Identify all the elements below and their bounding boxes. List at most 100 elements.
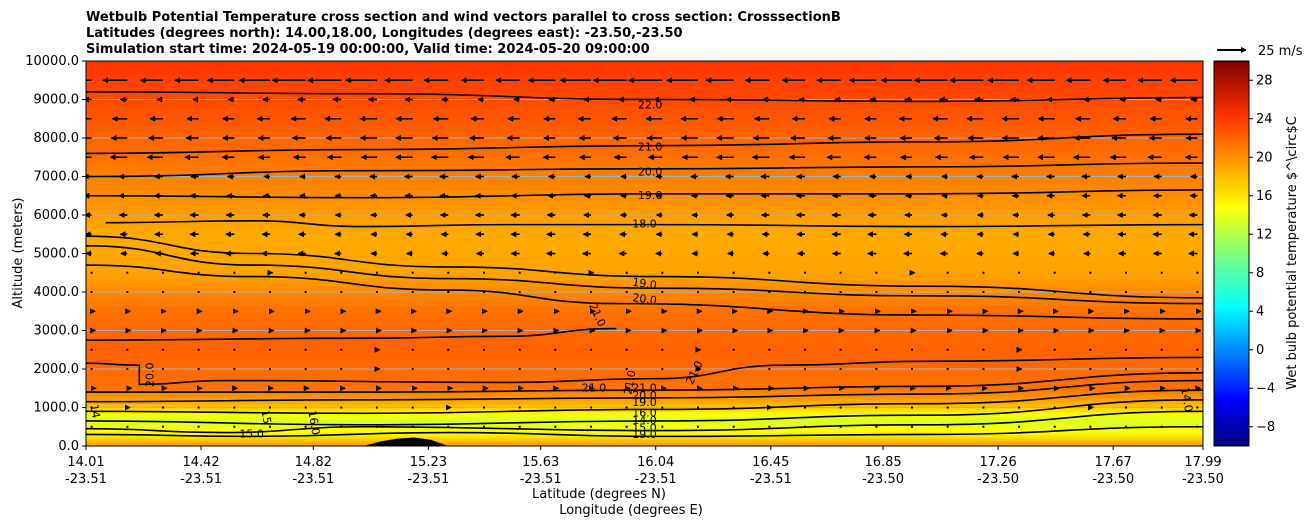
field-band: [86, 118, 1203, 126]
wind-vector: [1053, 348, 1056, 351]
y-tick-label: 8000.0: [34, 131, 80, 146]
y-tick-label: 6000.0: [34, 208, 80, 223]
wind-vector: [447, 368, 450, 370]
field-band: [86, 444, 1203, 446]
wind-vector: [768, 368, 771, 370]
wind-vector: [447, 291, 450, 293]
field-band: [86, 215, 1203, 223]
wind-vector: [625, 271, 628, 274]
field-band: [86, 112, 1203, 120]
colorbar-tick-label: −8: [1256, 420, 1275, 435]
wind-vector: [804, 406, 807, 409]
wind-vector: [661, 425, 664, 428]
field-band: [86, 298, 1203, 306]
wind-vector: [732, 271, 735, 274]
wind-vector: [875, 368, 878, 370]
wind-vector: [1125, 271, 1128, 274]
contour-line: [105, 219, 1203, 228]
x-axis-label-longitude: Longitude (degrees E): [559, 503, 703, 518]
wind-vector: [946, 368, 949, 370]
wind-vector: [697, 291, 700, 293]
wind-vector: [732, 368, 735, 370]
wind-vectors: [86, 77, 1202, 428]
contour-label: 20.0: [632, 389, 657, 402]
x-tick-label-lat: 17.26: [980, 455, 1017, 470]
field-band: [86, 416, 1203, 420]
field-band: [86, 163, 1203, 171]
wind-vector: [161, 291, 164, 293]
contour-label: 18.0: [632, 218, 657, 231]
wind-vector: [839, 291, 842, 293]
wind-vector: [1196, 271, 1199, 274]
wind-vector: [875, 348, 878, 351]
x-tick-label-lat: 17.67: [1095, 455, 1132, 470]
wind-vector: [340, 406, 343, 409]
wind-vector: [518, 291, 521, 293]
field-band: [86, 343, 1203, 351]
wind-vector: [625, 406, 628, 409]
wind-vector: [1018, 406, 1021, 409]
field-band: [86, 440, 1203, 443]
field-band: [86, 356, 1203, 364]
y-tick-label: 3000.0: [34, 324, 80, 339]
x-tick-label-lon: -23.51: [520, 472, 562, 487]
field-band: [86, 80, 1203, 88]
field-band: [86, 64, 1203, 69]
wind-vector: [375, 406, 378, 409]
wind-vector: [982, 348, 985, 351]
field-band: [86, 411, 1203, 415]
wind-vector: [697, 425, 700, 428]
field-band: [86, 131, 1203, 139]
colorbar-tick-label: −4: [1256, 381, 1275, 396]
wind-vector: [625, 348, 628, 351]
field-band: [86, 349, 1203, 357]
field-band: [86, 125, 1203, 133]
contour-label: 21.0: [638, 141, 663, 154]
field-band: [86, 99, 1203, 107]
wind-vector: [447, 348, 450, 351]
field-band: [86, 67, 1203, 72]
wind-vector: [1196, 348, 1199, 351]
wind-vector: [1196, 425, 1199, 428]
plot-area: 22.021.020.019.018.019.020.021.021.0 21.0…: [86, 61, 1203, 446]
wind-vector: [661, 406, 664, 409]
wind-vector: [732, 348, 735, 351]
colorbar-label: Wet bulb potential temperature $^\circ$C: [1285, 116, 1300, 389]
wind-vector: [1160, 406, 1163, 409]
wind-vector: [233, 425, 236, 428]
wind-vector: [90, 425, 93, 428]
wind-vector: [197, 406, 200, 409]
field-band: [86, 138, 1203, 146]
wind-vector: [161, 368, 164, 370]
field-band: [86, 408, 1203, 412]
wind-vector: [875, 271, 878, 274]
contour-line: [86, 425, 1203, 438]
wind-vector: [697, 271, 700, 274]
wind-vector: [625, 425, 628, 428]
wind-vector: [482, 291, 485, 293]
colorbar-tick-label: 16: [1256, 189, 1273, 204]
field-band: [86, 285, 1203, 293]
wind-vector: [1089, 425, 1092, 428]
wind-vector: [233, 271, 236, 274]
wind-vector: [946, 348, 949, 351]
wind-vector: [197, 271, 200, 274]
contour-label: 14.0: [632, 414, 657, 427]
wind-vector: [1160, 368, 1163, 370]
field-band: [86, 401, 1203, 405]
wind-vector: [268, 291, 271, 293]
field-band: [86, 311, 1203, 319]
wind-vector: [1125, 348, 1128, 351]
x-tick-label-lon: -23.51: [635, 472, 677, 487]
contour-lines: [86, 91, 1203, 438]
wind-vector: [732, 291, 735, 293]
contour-line: [86, 356, 1203, 386]
wind-vector: [233, 291, 236, 293]
wind-vector: [411, 425, 414, 428]
field-band: [86, 398, 1203, 402]
contour-line: [86, 389, 1203, 415]
field-band: [86, 208, 1203, 216]
wind-vector: [589, 348, 592, 351]
field-band: [86, 227, 1203, 235]
contour-line: [86, 264, 1203, 320]
